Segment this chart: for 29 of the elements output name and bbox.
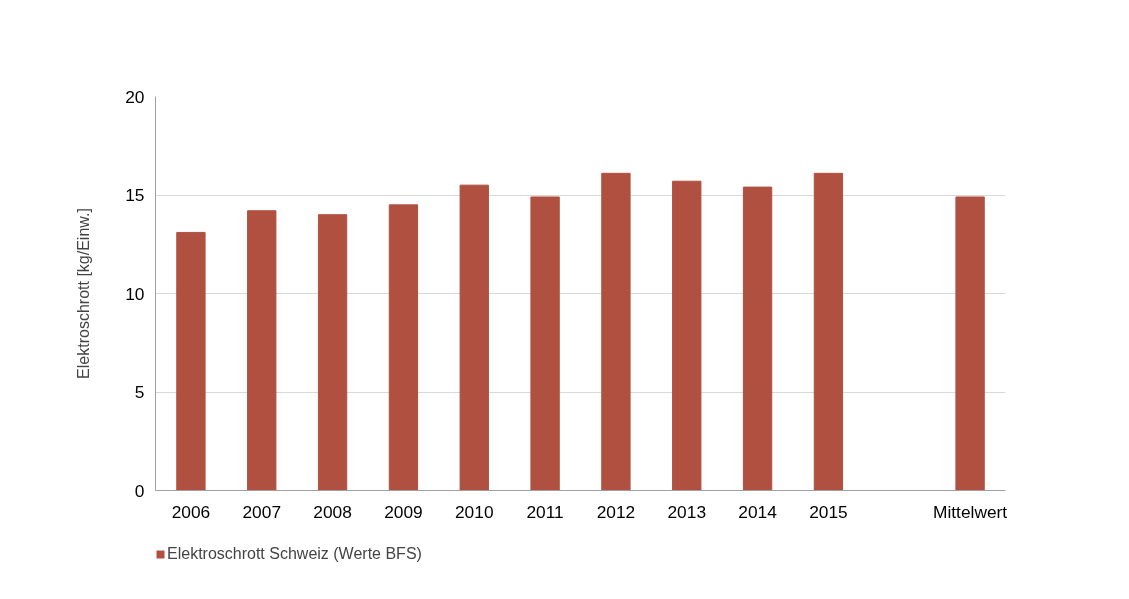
y-tick-label: 10 xyxy=(125,283,145,304)
x-tick-label: 2006 xyxy=(171,501,211,522)
legend-label: Elektroschrott Schweiz (Werte BFS) xyxy=(167,545,422,563)
x-tick-label: 2009 xyxy=(384,501,423,522)
y-tick-label: 0 xyxy=(134,480,145,501)
x-tick-label: 2007 xyxy=(242,501,282,522)
bar xyxy=(742,186,773,491)
bar xyxy=(388,204,419,491)
x-tick-label: 2013 xyxy=(667,501,707,522)
bar xyxy=(459,184,489,491)
x-tick-label: 2010 xyxy=(454,501,494,522)
bar xyxy=(672,180,702,491)
x-tick-label: 2014 xyxy=(738,501,778,522)
y-axis-title: Elektroschrott [kg/Einw.] xyxy=(75,208,93,379)
bar xyxy=(813,172,844,491)
bar xyxy=(176,231,206,491)
x-tick-label: 2012 xyxy=(596,501,636,522)
x-tick-label: 2011 xyxy=(526,501,564,522)
x-tick-label: 2008 xyxy=(313,501,352,522)
x-tick-label: 2015 xyxy=(809,501,848,522)
bar xyxy=(601,172,631,491)
y-tick-label: 20 xyxy=(125,86,145,107)
bar xyxy=(247,210,277,491)
y-tick-label: 5 xyxy=(134,382,145,402)
y-tick-label: 15 xyxy=(125,185,145,205)
bar xyxy=(530,196,560,491)
bar xyxy=(955,196,985,491)
bar xyxy=(317,214,348,491)
x-tick-label: Mittelwert xyxy=(933,501,1008,522)
